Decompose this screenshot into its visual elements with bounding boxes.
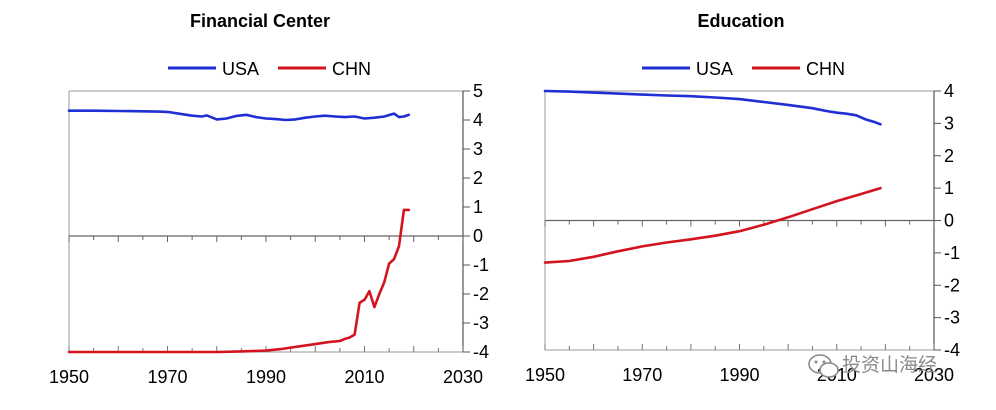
x-tick-label: 1970: [622, 365, 662, 385]
x-tick-label: 1970: [147, 367, 187, 387]
chart-financial-center: Financial Center USA CHN 5 4 3 2 1 0 -1 -2 -3 -4 1…: [49, 11, 489, 387]
legend-chn-label: CHN: [806, 59, 845, 79]
legend-usa-label: USA: [696, 59, 733, 79]
y-tick-label: -1: [473, 255, 489, 275]
y-tick-label: -1: [944, 243, 960, 263]
y-tick-label: 5: [473, 81, 483, 101]
y-tick-label: 4: [944, 81, 954, 101]
y-tick-label: -2: [473, 284, 489, 304]
y-tick-label: 0: [944, 211, 954, 231]
watermark-text: 投资山海经: [842, 354, 937, 376]
y-tick-label: 2: [473, 168, 483, 188]
x-tick-label: 2030: [914, 365, 954, 385]
series-usa-line: [67, 109, 411, 122]
y-tick-label: -3: [473, 313, 489, 333]
y-tick-label: -3: [944, 308, 960, 328]
y-tick-label: 1: [944, 178, 954, 198]
chart-title: Education: [697, 11, 784, 31]
y-tick-label: 3: [473, 139, 483, 159]
legend-chn-label: CHN: [332, 59, 371, 79]
y-tick-label: 2: [944, 146, 954, 166]
y-tick-label: 4: [473, 110, 483, 130]
legend-usa-label: USA: [222, 59, 259, 79]
x-tick-label: 2010: [344, 367, 384, 387]
y-tick-label: 0: [473, 226, 483, 246]
x-tick-label: 1990: [246, 367, 286, 387]
x-tick-label: 2030: [443, 367, 483, 387]
y-tick-label: -2: [944, 275, 960, 295]
y-tick-label: -4: [473, 342, 489, 362]
y-tick-label: 3: [944, 113, 954, 133]
watermark: 投资山海经: [808, 354, 937, 378]
x-tick-label: 1950: [49, 367, 89, 387]
series-chn-line: [67, 208, 411, 354]
series-usa-line: [543, 89, 882, 126]
wechat-icon: [808, 354, 839, 378]
x-tick-label: 1950: [525, 365, 565, 385]
x-tick-label: 1990: [719, 365, 759, 385]
chart-title: Financial Center: [190, 11, 330, 31]
chart-education: Education USA CHN 4 3 2 1 0 -1 -2 -3 -4 1950 1970 1…: [525, 11, 960, 385]
y-tick-label: 1: [473, 197, 483, 217]
y-tick-label: -4: [944, 340, 960, 360]
series-chn-line: [543, 186, 882, 264]
